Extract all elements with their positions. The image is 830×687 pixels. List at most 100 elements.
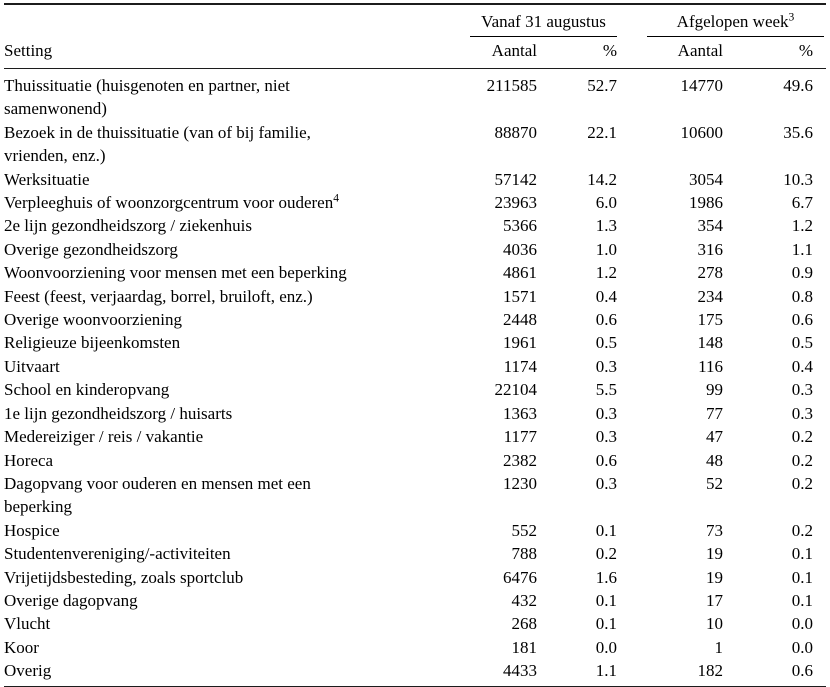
aantal-vanaf-cell: 552 xyxy=(511,520,538,540)
table-row: 1e lijn gezondheidszorg / huisarts 1363 … xyxy=(4,402,826,425)
table-body: Thuissituatie (huisgenoten en partner, n… xyxy=(4,69,826,687)
table-row: Vrijetijdsbesteding, zoals sportclub 647… xyxy=(4,566,826,589)
setting-cell: 1e lijn gezondheidszorg / huisarts xyxy=(4,402,460,425)
table-row: Horeca 2382 0.6 48 0.2 xyxy=(4,449,826,472)
setting-label: Vrijetijdsbesteding, zoals sportclub xyxy=(4,567,244,587)
sub-header-row: Setting Aantal % Aantal % xyxy=(4,37,826,69)
setting-cell: Religieuze bijeenkomsten xyxy=(4,331,460,354)
aantal-week-cell: 3054 xyxy=(689,169,723,189)
pct-vanaf-cell: 22.1 xyxy=(587,122,617,142)
pct-vanaf-cell: 0.1 xyxy=(595,520,617,540)
setting-label: 1e lijn gezondheidszorg / huisarts xyxy=(4,403,233,423)
aantal-week-cell: 14770 xyxy=(680,76,724,95)
setting-cell: Overige gezondheidszorg xyxy=(4,238,460,261)
pct-vanaf-cell: 0.0 xyxy=(595,637,617,657)
pct-week-cell: 0.1 xyxy=(791,590,813,610)
setting-label: Religieuze bijeenkomsten xyxy=(4,333,181,353)
table-row: Overige woonvoorziening 2448 0.6 175 0.6 xyxy=(4,308,826,331)
setting-cell: Werksituatie xyxy=(4,168,460,191)
table-row: Hospice 552 0.1 73 0.2 xyxy=(4,519,826,542)
table-row: Medereiziger / reis / vakantie 1177 0.3 … xyxy=(4,425,826,448)
pct-week-cell: 0.1 xyxy=(791,567,813,587)
pct-week-cell: 49.6 xyxy=(783,76,813,95)
setting-label: Overig xyxy=(4,661,52,681)
setting-label: Werksituatie xyxy=(4,169,90,189)
setting-cell: Feest (feest, verjaardag, borrel, bruilo… xyxy=(4,285,460,308)
setting-label: Verpleeghuis of woonzorgcentrum voor oud… xyxy=(4,193,334,213)
setting-cell: Thuissituatie (huisgenoten en partner, n… xyxy=(4,69,460,121)
aantal-week-cell: 182 xyxy=(697,661,724,681)
pct-week-cell: 0.6 xyxy=(791,310,813,330)
setting-label: Uitvaart xyxy=(4,356,60,376)
aantal-week-cell: 10600 xyxy=(680,122,724,142)
setting-cell: Koor xyxy=(4,636,460,659)
table-row: Studentenvereniging/-activiteiten 788 0.… xyxy=(4,542,826,565)
pct-vanaf-cell: 5.5 xyxy=(595,380,617,400)
setting-label: Vlucht xyxy=(4,614,51,634)
aantal-week-cell: 148 xyxy=(697,333,724,353)
setting-cell: Horeca xyxy=(4,449,460,472)
aantal-vanaf-cell: 23963 xyxy=(494,193,538,213)
pct-vanaf-cell: 0.3 xyxy=(595,427,617,447)
pct-vanaf-cell: 0.3 xyxy=(595,403,617,423)
table-row: Feest (feest, verjaardag, borrel, bruilo… xyxy=(4,285,826,308)
pct-vanaf-cell: 0.4 xyxy=(595,286,617,306)
setting-cell: Studentenvereniging/-activiteiten xyxy=(4,542,460,565)
aantal-week-cell: 10 xyxy=(706,614,723,634)
pct-week-cell: 0.1 xyxy=(791,544,813,564)
pct-vanaf-cell: 1.3 xyxy=(595,216,617,236)
table-row: Thuissituatie (huisgenoten en partner, n… xyxy=(4,69,826,121)
table-row: Verpleeghuis of woonzorgcentrum voor oud… xyxy=(4,191,826,214)
table-row: Koor 181 0.0 1 0.0 xyxy=(4,636,826,659)
table-row: Overige gezondheidszorg 4036 1.0 316 1.1 xyxy=(4,238,826,261)
pct-vanaf-cell: 0.1 xyxy=(595,614,617,634)
pct-week-column-header: % xyxy=(723,37,826,69)
aantal-vanaf-cell: 2382 xyxy=(503,450,537,470)
setting-label: Overige woonvoorziening xyxy=(4,310,182,330)
aantal-vanaf-cell: 211585 xyxy=(486,76,537,95)
setting-column-header: Setting xyxy=(4,37,460,69)
setting-label: Thuissituatie (huisgenoten en partner, n… xyxy=(4,76,290,119)
table-row: Woonvoorziening voor mensen met een bepe… xyxy=(4,261,826,284)
setting-cell: Medereiziger / reis / vakantie xyxy=(4,425,460,448)
table-row: Bezoek in de thuissituatie (van of bij f… xyxy=(4,121,826,168)
pct-vanaf-cell: 0.6 xyxy=(595,450,617,470)
pct-vanaf-cell: 1.1 xyxy=(595,661,617,681)
pct-week-cell: 0.5 xyxy=(791,333,813,353)
aantal-week-cell: 278 xyxy=(697,263,724,283)
setting-label: Bezoek in de thuissituatie (van of bij f… xyxy=(4,122,311,166)
setting-cell: Woonvoorziening voor mensen met een bepe… xyxy=(4,261,460,284)
setting-cell: Uitvaart xyxy=(4,355,460,378)
col-group-vanaf-31-augustus: Vanaf 31 augustus xyxy=(460,4,617,37)
pct-vanaf-cell: 0.1 xyxy=(595,590,617,610)
setting-label: Feest (feest, verjaardag, borrel, bruilo… xyxy=(4,286,313,306)
setting-label: Koor xyxy=(4,637,39,657)
setting-label: School en kinderopvang xyxy=(4,380,170,400)
pct-week-cell: 0.2 xyxy=(791,473,813,493)
aantal-week-cell: 47 xyxy=(706,427,723,447)
aantal-vanaf-cell: 432 xyxy=(511,590,538,610)
pct-week-cell: 0.2 xyxy=(791,427,813,447)
table-row: Overig 4433 1.1 182 0.6 xyxy=(4,659,826,686)
table-row: Uitvaart 1174 0.3 116 0.4 xyxy=(4,355,826,378)
aantal-week-cell: 19 xyxy=(706,567,723,587)
table-row: Werksituatie 57142 14.2 3054 10.3 xyxy=(4,168,826,191)
aantal-vanaf-cell: 88870 xyxy=(494,122,538,142)
aantal-week-cell: 116 xyxy=(698,356,723,376)
aantal-vanaf-cell: 268 xyxy=(511,614,538,634)
footnote-marker-3: 3 xyxy=(788,10,795,24)
table-row: Dagopvang voor ouderen en mensen met een… xyxy=(4,472,826,519)
setting-cell: Vrijetijdsbesteding, zoals sportclub xyxy=(4,566,460,589)
pct-week-cell: 1.1 xyxy=(791,239,813,259)
aantal-week-cell: 316 xyxy=(697,239,724,259)
aantal-vanaf-cell: 4433 xyxy=(503,661,537,681)
pct-vanaf-cell: 1.6 xyxy=(595,567,617,587)
setting-cell: Verpleeghuis of woonzorgcentrum voor oud… xyxy=(4,191,460,214)
footnote-marker: 4 xyxy=(333,191,339,205)
pct-vanaf-cell: 6.0 xyxy=(595,193,617,213)
aantal-vanaf-cell: 4861 xyxy=(503,263,537,283)
aantal-vanaf-cell: 1230 xyxy=(503,473,537,493)
aantal-vanaf-cell: 1174 xyxy=(503,356,537,376)
group-header-spacer xyxy=(4,4,460,37)
